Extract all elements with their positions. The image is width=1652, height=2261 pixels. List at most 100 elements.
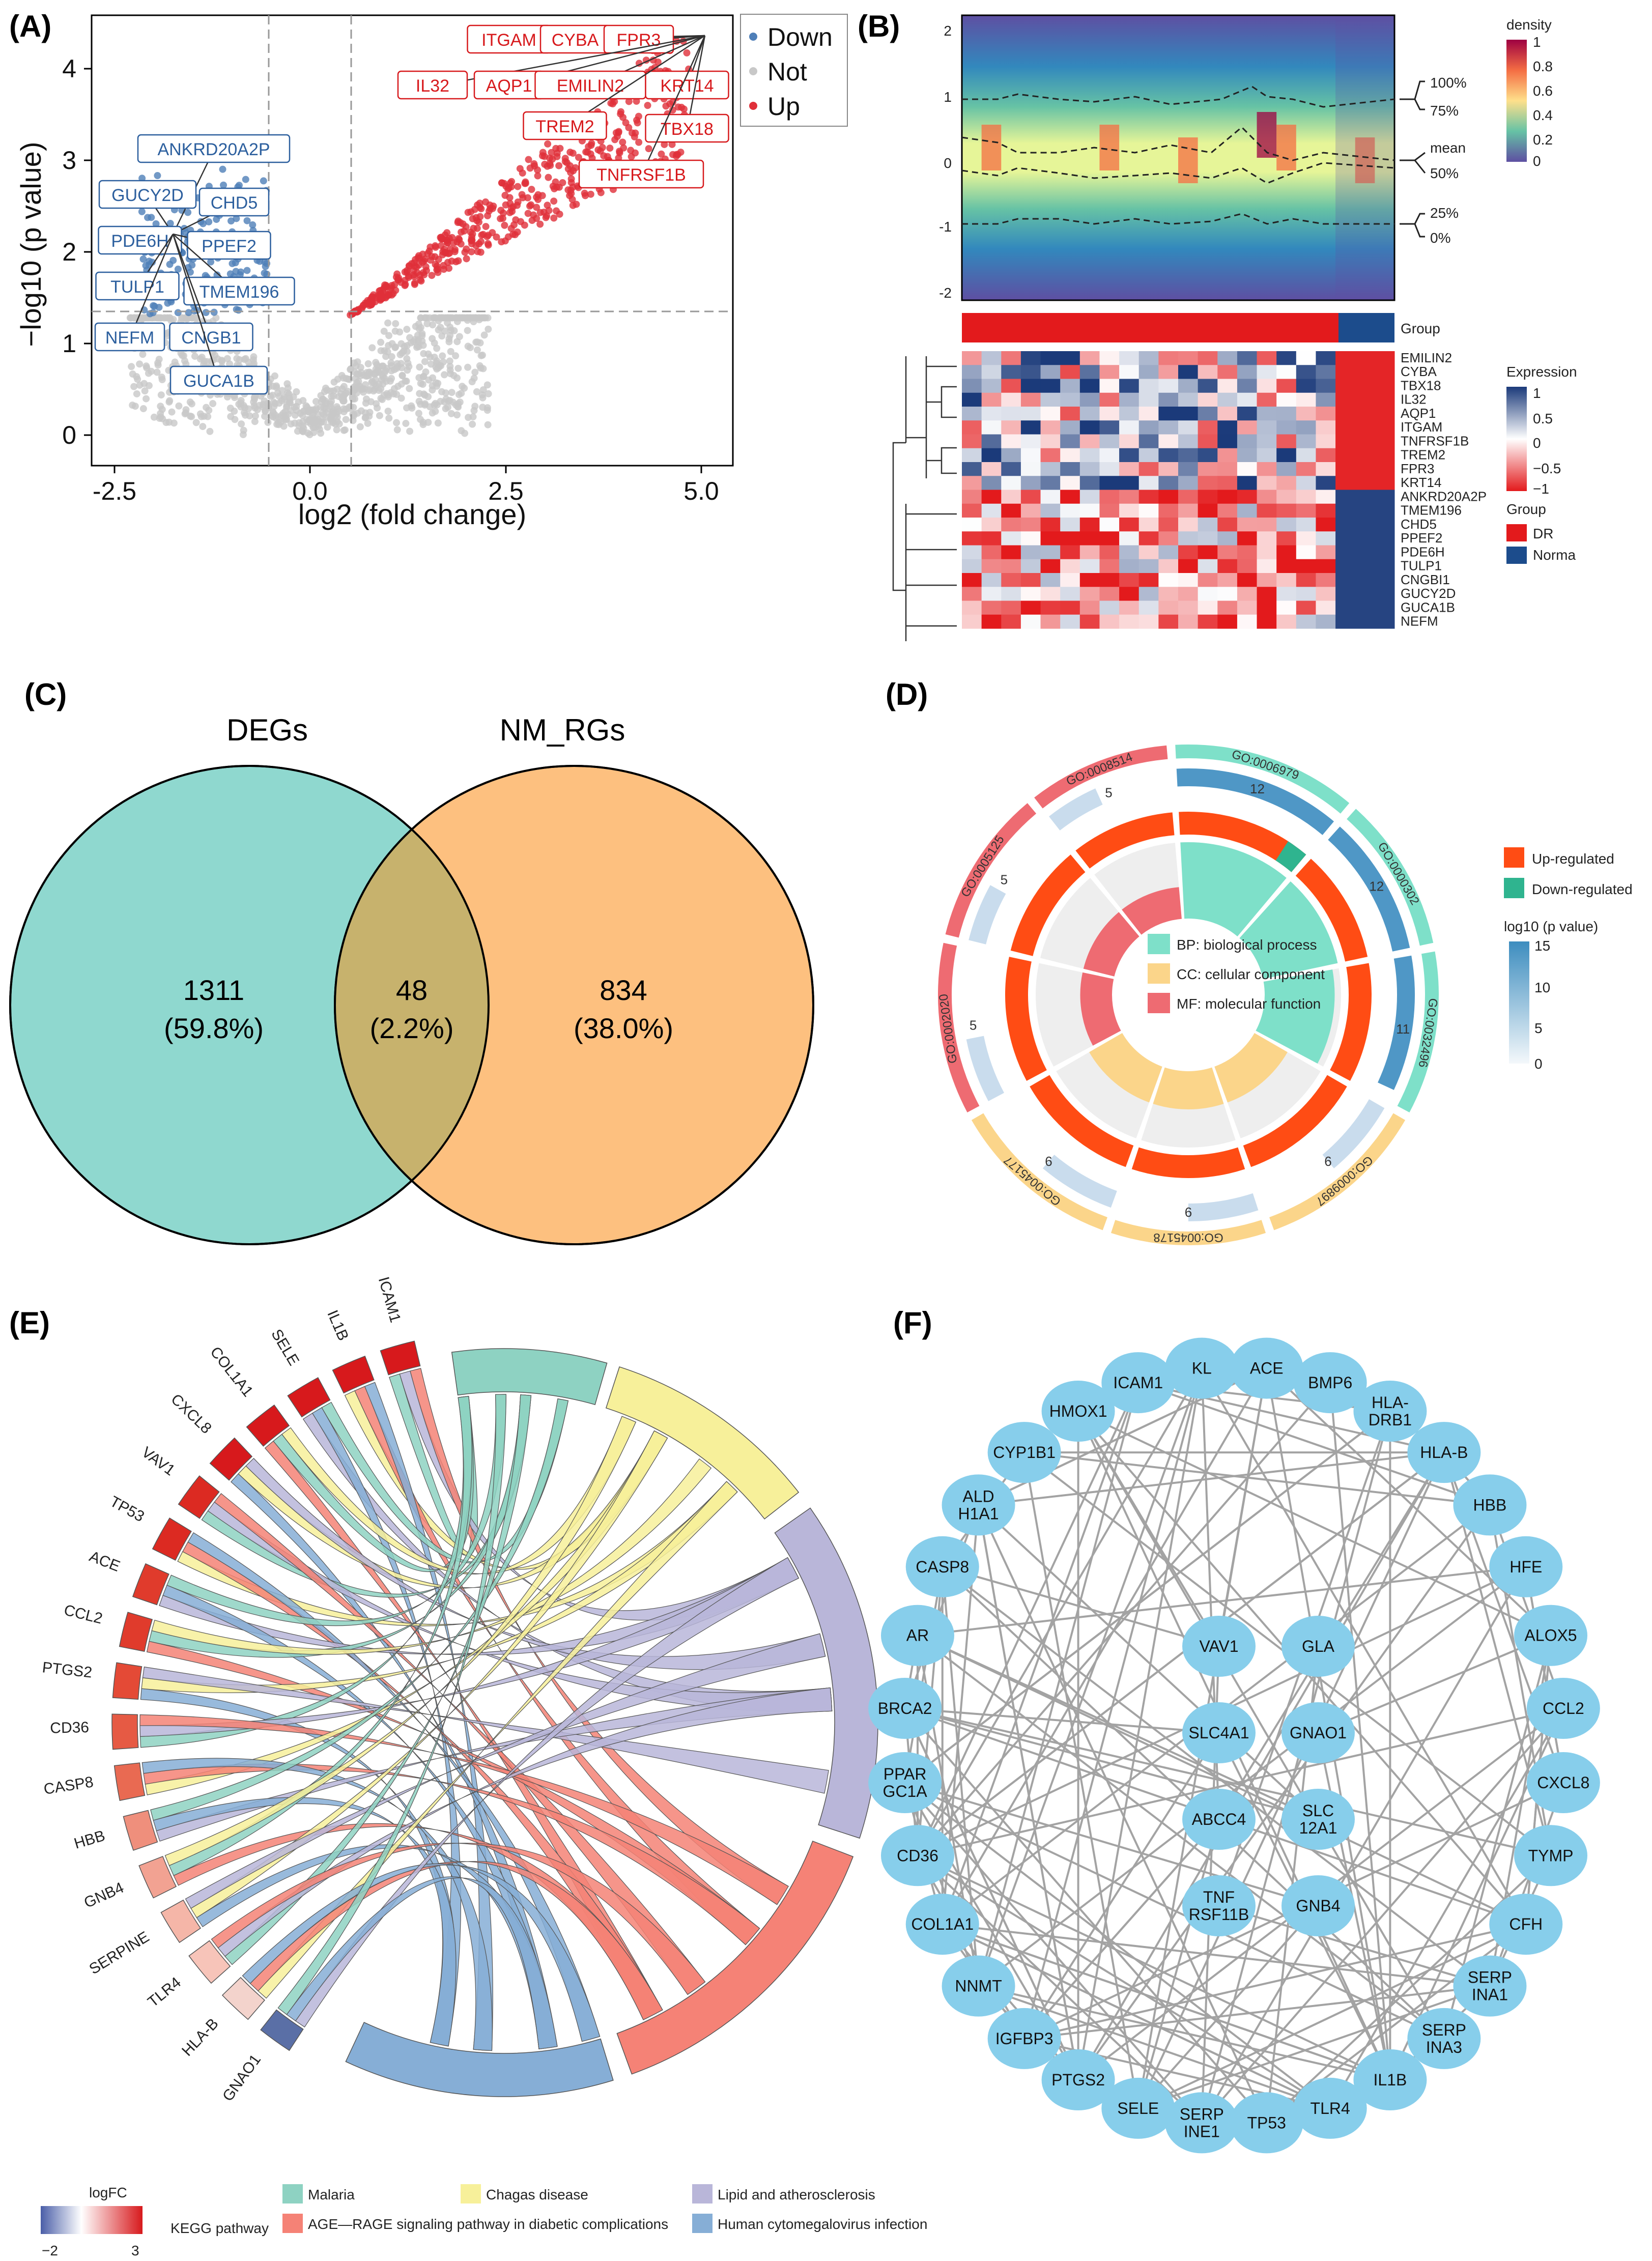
volcano-point	[543, 212, 551, 220]
heatmap-cell	[1217, 531, 1238, 546]
heatmap-cell	[1276, 600, 1297, 615]
heatmap-cell	[981, 614, 1002, 629]
y-axis-title: −log10 (p value)	[15, 141, 47, 347]
heatmap-cell	[1138, 531, 1159, 546]
volcano-point	[390, 385, 398, 392]
y-tick-label: 1	[62, 329, 76, 358]
density-column	[1001, 15, 1021, 300]
heatmap-cell	[1119, 407, 1140, 421]
go-regulation-bar	[1030, 1075, 1134, 1167]
network-node	[1293, 2077, 1367, 2139]
go-inner-bar	[1122, 887, 1182, 935]
volcano-point	[362, 373, 370, 380]
volcano-point	[356, 423, 364, 431]
heatmap-cell	[1355, 351, 1375, 365]
network-node	[942, 1474, 1015, 1536]
heatmap-cell	[1158, 434, 1179, 449]
network-node	[1101, 1352, 1175, 1414]
panel-d-label: (D)	[886, 677, 928, 711]
volcano-point	[317, 392, 325, 399]
heatmap-cell	[1375, 351, 1395, 365]
volcano-point	[171, 358, 179, 366]
volcano-point	[249, 221, 257, 228]
heatmap-gene-labels: EMILIN2CYBATBX18IL32AQP1ITGAMTNFRSF1BTRE…	[1401, 350, 1487, 629]
volcano-point	[280, 413, 288, 420]
pathway-arc	[616, 1840, 854, 2075]
volcano-point	[400, 347, 408, 355]
kegg-legend-chagas: Chagas disease	[486, 2187, 588, 2202]
heatmap-gene-label: IL32	[1401, 392, 1427, 407]
go-count-bar	[1188, 1193, 1259, 1221]
gene-arc	[123, 1810, 158, 1851]
heatmap-cell	[1276, 614, 1297, 629]
heatmap-cell	[1099, 448, 1120, 463]
volcano-point	[466, 344, 474, 352]
heatmap-cell	[1217, 614, 1238, 629]
network-edge	[917, 1707, 1564, 1857]
heatmap-cell	[1040, 490, 1061, 504]
volcano-point	[506, 194, 514, 202]
heatmap-cell	[1099, 407, 1120, 421]
volcano-point	[455, 333, 463, 340]
volcano-point	[476, 362, 483, 369]
volcano-point	[545, 174, 552, 181]
volcano-point	[333, 426, 340, 434]
volcano-point	[556, 145, 564, 152]
density-legend-title: density	[1506, 17, 1552, 33]
density-tick: 1	[944, 89, 952, 105]
volcano-point	[585, 143, 592, 151]
volcano-point	[312, 405, 320, 412]
go-regulation-bar	[1243, 1075, 1347, 1167]
network-node-label: CD36	[897, 1846, 938, 1865]
network-node-label: CXCL8	[1537, 1773, 1589, 1792]
heatmap-cell	[1198, 573, 1218, 587]
density-column	[1375, 15, 1395, 300]
quantile-line	[961, 162, 1395, 184]
heatmap-cell	[1001, 503, 1021, 518]
heatmap-cell	[1335, 392, 1356, 407]
heatmap-cell	[1335, 518, 1356, 532]
network-edge	[1201, 1707, 1564, 2124]
volcano-point	[599, 144, 606, 151]
volcano-point	[463, 255, 470, 263]
volcano-panel: (A) -2.5 0.0 2.5 5.0 0 1 2 3 4 log2 (fol…	[9, 9, 848, 530]
heatmap-cell	[1276, 392, 1297, 407]
network-edge	[942, 1565, 1219, 1647]
volcano-point	[380, 327, 388, 335]
volcano-point	[130, 383, 138, 390]
heatmap-cell	[1198, 392, 1218, 407]
heatmap-cell	[1355, 531, 1375, 546]
volcano-point	[485, 241, 492, 249]
volcano-point	[140, 314, 148, 322]
heatmap-cell	[1237, 573, 1258, 587]
legend-down-swatch	[1504, 878, 1524, 898]
heatmap-cell	[1020, 351, 1041, 365]
go-term-arc	[938, 942, 980, 1112]
expression-legend-bar	[1506, 387, 1527, 491]
network-node	[1041, 1380, 1115, 1442]
heatmap-cell	[1316, 614, 1336, 629]
heatmap-gene-label: TBX18	[1401, 378, 1441, 393]
heatmap-cell	[1119, 365, 1140, 379]
venn-right-percent: (38.0%)	[574, 1012, 673, 1044]
network-edge	[904, 1782, 1203, 2124]
heatmap-cell	[1178, 545, 1199, 560]
volcano-point	[447, 410, 455, 417]
volcano-point	[372, 359, 380, 366]
volcano-point	[359, 301, 367, 309]
density-column	[1335, 15, 1356, 300]
gene-arc	[160, 1899, 202, 1943]
heatmap-cell	[1001, 365, 1021, 379]
volcano-point	[415, 410, 422, 417]
heatmap-cell	[1296, 448, 1316, 463]
volcano-point	[342, 416, 350, 423]
volcano-point	[444, 404, 451, 411]
heatmap-cell	[1079, 365, 1100, 379]
volcano-point	[213, 271, 221, 279]
network-edge	[1137, 1452, 1445, 2109]
volcano-point	[411, 279, 418, 287]
heatmap-cell	[1375, 490, 1395, 504]
network-node	[1165, 2092, 1239, 2154]
legend-up-swatch	[1504, 847, 1524, 868]
volcano-point	[476, 199, 483, 207]
